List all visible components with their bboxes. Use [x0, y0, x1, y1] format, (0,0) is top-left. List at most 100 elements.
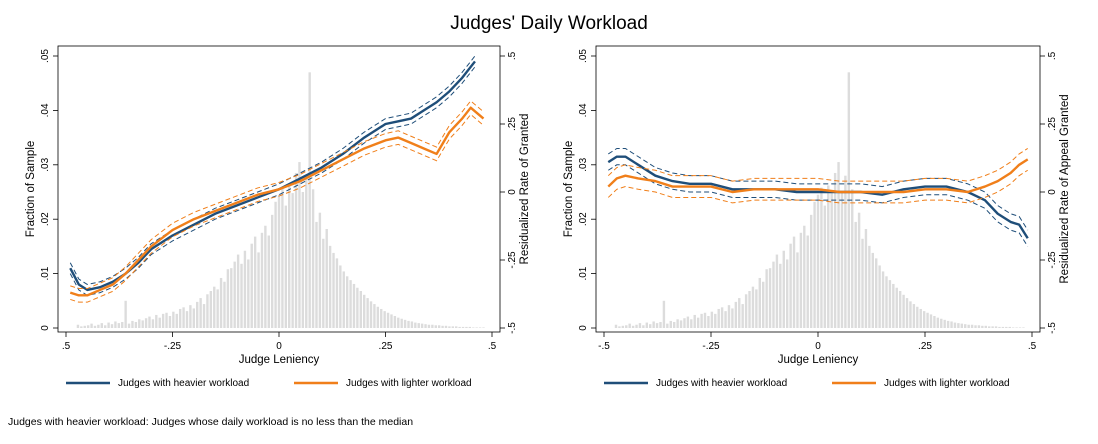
histogram-bar: [916, 306, 919, 328]
histogram-bar: [93, 325, 97, 328]
histogram-bar: [458, 326, 461, 328]
histogram-bar: [878, 265, 881, 328]
histogram-bar: [138, 319, 141, 328]
histogram-bar: [373, 304, 376, 328]
y-left-tick-label: .02: [40, 212, 51, 226]
histogram-bar: [625, 325, 628, 328]
y-right-tick-label: .25: [1047, 117, 1058, 131]
histogram-bar: [148, 316, 151, 328]
histogram-bar: [267, 235, 270, 328]
histogram-bar: [414, 322, 417, 328]
histogram-bar: [994, 326, 998, 328]
series-1-upper-ci: [607, 148, 1028, 182]
histogram-bar: [851, 189, 854, 328]
y-right-axis-label: Residualized Rate of Appeal Granted: [1059, 94, 1071, 283]
histogram-bar: [288, 185, 291, 328]
y-left-tick-label: .01: [40, 266, 51, 280]
histogram-bar: [758, 277, 761, 328]
histogram-bar: [679, 320, 683, 328]
histogram-bar: [614, 324, 618, 328]
histogram-bar: [482, 327, 485, 328]
histogram-bar: [765, 269, 768, 328]
histogram-bar: [83, 325, 86, 328]
x-tick-label: 0: [276, 341, 282, 352]
histogram-bar: [796, 252, 799, 328]
histogram-bar: [451, 326, 455, 328]
histogram-bar: [946, 320, 950, 328]
histogram-bar: [964, 324, 967, 328]
histogram-bar: [710, 311, 714, 328]
histogram-bar: [253, 236, 257, 328]
histogram-bar: [868, 245, 871, 328]
histogram-bar: [895, 287, 898, 328]
y-right-tick-label: .5: [507, 51, 518, 60]
y-left-axis-label: Fraction of Sample: [563, 141, 575, 238]
histogram-bar: [898, 291, 902, 328]
histogram-bar: [134, 322, 138, 328]
histogram-bar: [281, 187, 284, 328]
histogram-bar: [628, 323, 631, 328]
histogram-bar: [666, 323, 669, 328]
x-tick-label: .25: [379, 341, 393, 352]
histogram-bar: [240, 263, 243, 328]
histogram-bar: [420, 323, 424, 328]
histogram-bar: [366, 298, 369, 328]
y-left-tick-label: .02: [578, 212, 589, 226]
histogram-bar: [155, 314, 158, 328]
histogram-bar: [953, 322, 957, 328]
histogram-bar: [642, 325, 645, 328]
histogram-bar: [80, 326, 83, 328]
histogram-bar: [792, 236, 796, 328]
y-left-tick-label: 0: [40, 325, 51, 331]
histogram-bar: [724, 311, 727, 328]
histogram-bar: [328, 245, 332, 328]
histogram-bar: [444, 325, 448, 328]
histogram-bar: [427, 324, 431, 328]
histogram-bar: [655, 323, 659, 328]
histogram-bar: [393, 316, 397, 328]
histogram-bar: [410, 321, 414, 328]
x-axis-label: Judge Leniency: [239, 354, 320, 366]
histogram-bar: [785, 259, 789, 328]
histogram-bar: [649, 324, 652, 328]
histogram-bar: [672, 322, 676, 328]
histogram-bar: [124, 300, 127, 328]
histogram-bar: [676, 319, 679, 328]
histogram-bar: [803, 225, 806, 328]
series-1-lower-ci: [70, 113, 484, 303]
histogram-bar: [1001, 326, 1005, 328]
histogram-bar: [885, 276, 888, 328]
y-right-axis-label: Residualized Rate of Granted: [519, 114, 531, 265]
histogram-bar: [823, 205, 827, 328]
histogram-bar: [957, 323, 960, 328]
histogram-bar: [104, 325, 107, 328]
histogram-bar: [857, 212, 861, 328]
histogram-bar: [703, 312, 707, 328]
histogram-bar: [441, 325, 444, 328]
histogram-bar: [431, 324, 434, 328]
histogram-bar: [161, 313, 165, 328]
series-1-line: [607, 158, 1029, 194]
x-tick-label: .5: [62, 341, 71, 352]
y-right-tick-label: -.5: [1047, 322, 1058, 334]
histogram-bar: [131, 320, 134, 328]
y-right-tick-label: 0: [507, 189, 518, 195]
histogram-bar: [741, 304, 744, 328]
histogram-bar: [940, 318, 943, 328]
histogram-bar: [359, 291, 362, 328]
histogram-bar: [178, 308, 182, 328]
histogram-bar: [383, 311, 386, 328]
histogram-bar: [768, 268, 772, 328]
histogram-bar: [284, 205, 288, 328]
histogram-bar: [301, 192, 305, 328]
histogram-bar: [772, 261, 775, 328]
histogram-bar: [888, 280, 892, 328]
histogram-bar: [219, 277, 223, 328]
histogram-bar: [434, 325, 437, 328]
histogram-bar: [967, 324, 970, 328]
histogram-bar: [223, 281, 226, 328]
histogram-bar: [294, 172, 298, 328]
legend-label: Judges with lighter workload: [346, 378, 472, 389]
histogram-bar: [1022, 327, 1025, 328]
histogram-bar: [270, 214, 274, 328]
